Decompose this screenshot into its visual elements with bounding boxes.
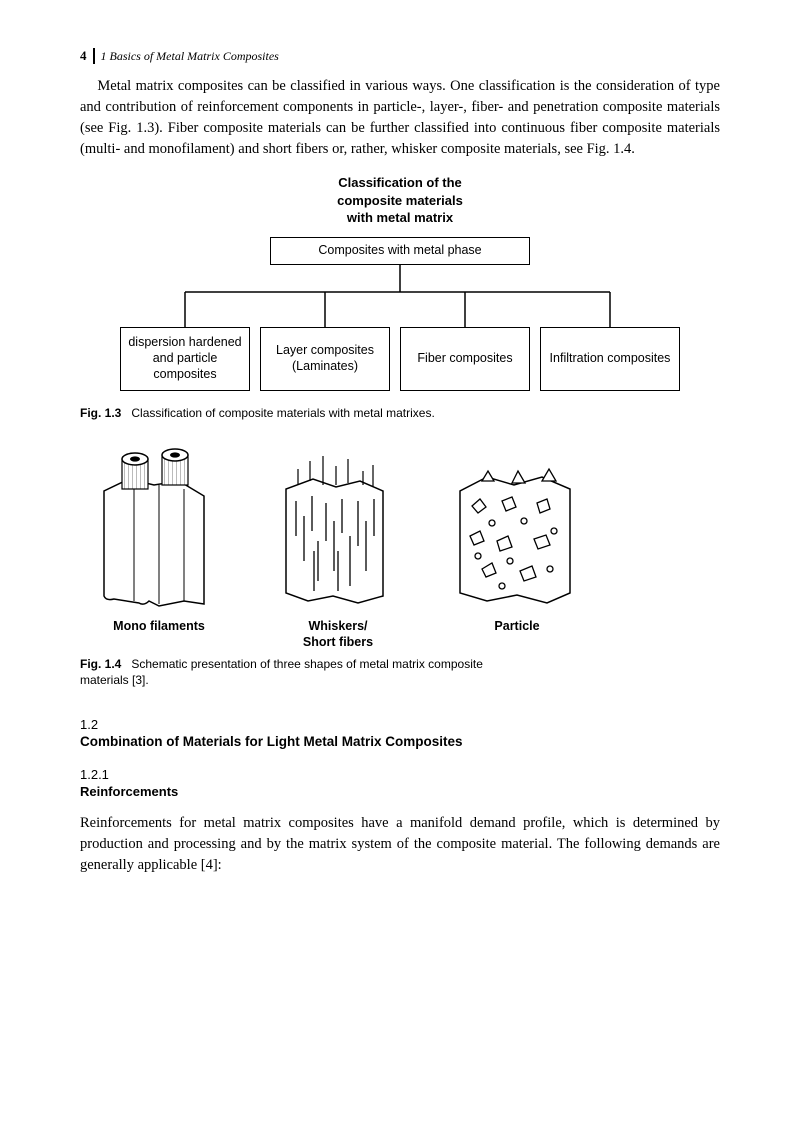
fig13-child-node-0: dispersion hardened and particle composi… (120, 327, 250, 391)
fig13-diagram: Composites with metal phase dispersion h… (120, 237, 680, 397)
fig13-title-line3: with metal matrix (80, 209, 720, 227)
fig14-caption-label: Fig. 1.4 (80, 657, 121, 671)
head-separator (93, 48, 95, 64)
particle-svg (442, 441, 592, 611)
page-number: 4 (80, 48, 93, 64)
fig14-shape-monofilaments: Mono filaments (84, 441, 234, 650)
fig14-label-0: Mono filaments (113, 619, 205, 635)
section-title: Combination of Materials for Light Metal… (80, 734, 720, 749)
body-paragraph-1: Metal matrix composites can be classifie… (80, 76, 720, 160)
fig13-caption-text: Classification of composite materials wi… (131, 406, 434, 420)
fig13-caption: Fig. 1.3 Classification of composite mat… (80, 405, 720, 421)
fig14-label-1: Whiskers/ Short fibers (303, 619, 373, 650)
fig14-caption: Fig. 1.4 Schematic presentation of three… (80, 656, 500, 688)
fig14-label-2: Particle (494, 619, 539, 635)
fig14-diagram: Mono filaments (84, 441, 720, 650)
fig13-child-node-3: Infiltration composites (540, 327, 680, 391)
fig13-caption-label: Fig. 1.3 (80, 406, 121, 420)
subsection-number: 1.2.1 (80, 767, 720, 782)
fig13-title-line2: composite materials (80, 192, 720, 210)
subsection-title: Reinforcements (80, 784, 720, 799)
running-head: 4 1 Basics of Metal Matrix Composites (80, 48, 720, 64)
section-number: 1.2 (80, 717, 720, 732)
fig14-shape-whiskers: Whiskers/ Short fibers (268, 441, 408, 650)
fig13-root-node: Composites with metal phase (270, 237, 530, 265)
fig14-shape-particle: Particle (442, 441, 592, 650)
fig13-child-node-1: Layer composites (Laminates) (260, 327, 390, 391)
body-paragraph-2: Reinforcements for metal matrix composit… (80, 813, 720, 876)
fig13-title: Classification of the composite material… (80, 174, 720, 227)
monofilaments-svg (84, 441, 234, 611)
chapter-label: 1 Basics of Metal Matrix Composites (101, 49, 279, 64)
fig13-title-line1: Classification of the (80, 174, 720, 192)
whiskers-svg (268, 441, 408, 611)
fig13-child-node-2: Fiber composites (400, 327, 530, 391)
fig14-caption-text: Schematic presentation of three shapes o… (80, 657, 483, 687)
